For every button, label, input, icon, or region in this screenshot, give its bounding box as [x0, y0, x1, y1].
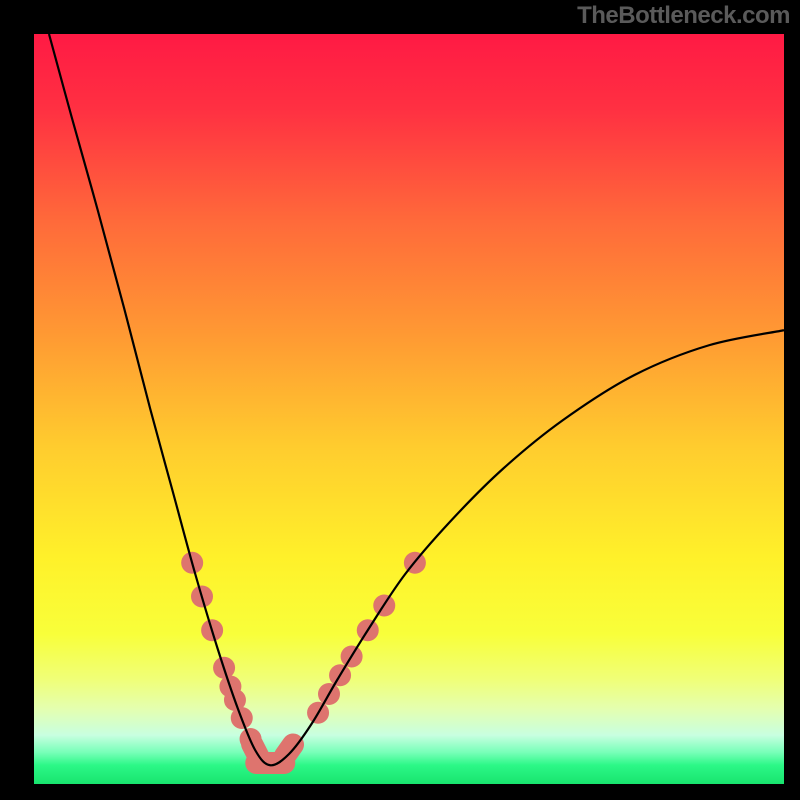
- watermark-text: TheBottleneck.com: [577, 2, 790, 30]
- plot-background: [34, 34, 784, 784]
- bottleneck-chart: [0, 0, 800, 800]
